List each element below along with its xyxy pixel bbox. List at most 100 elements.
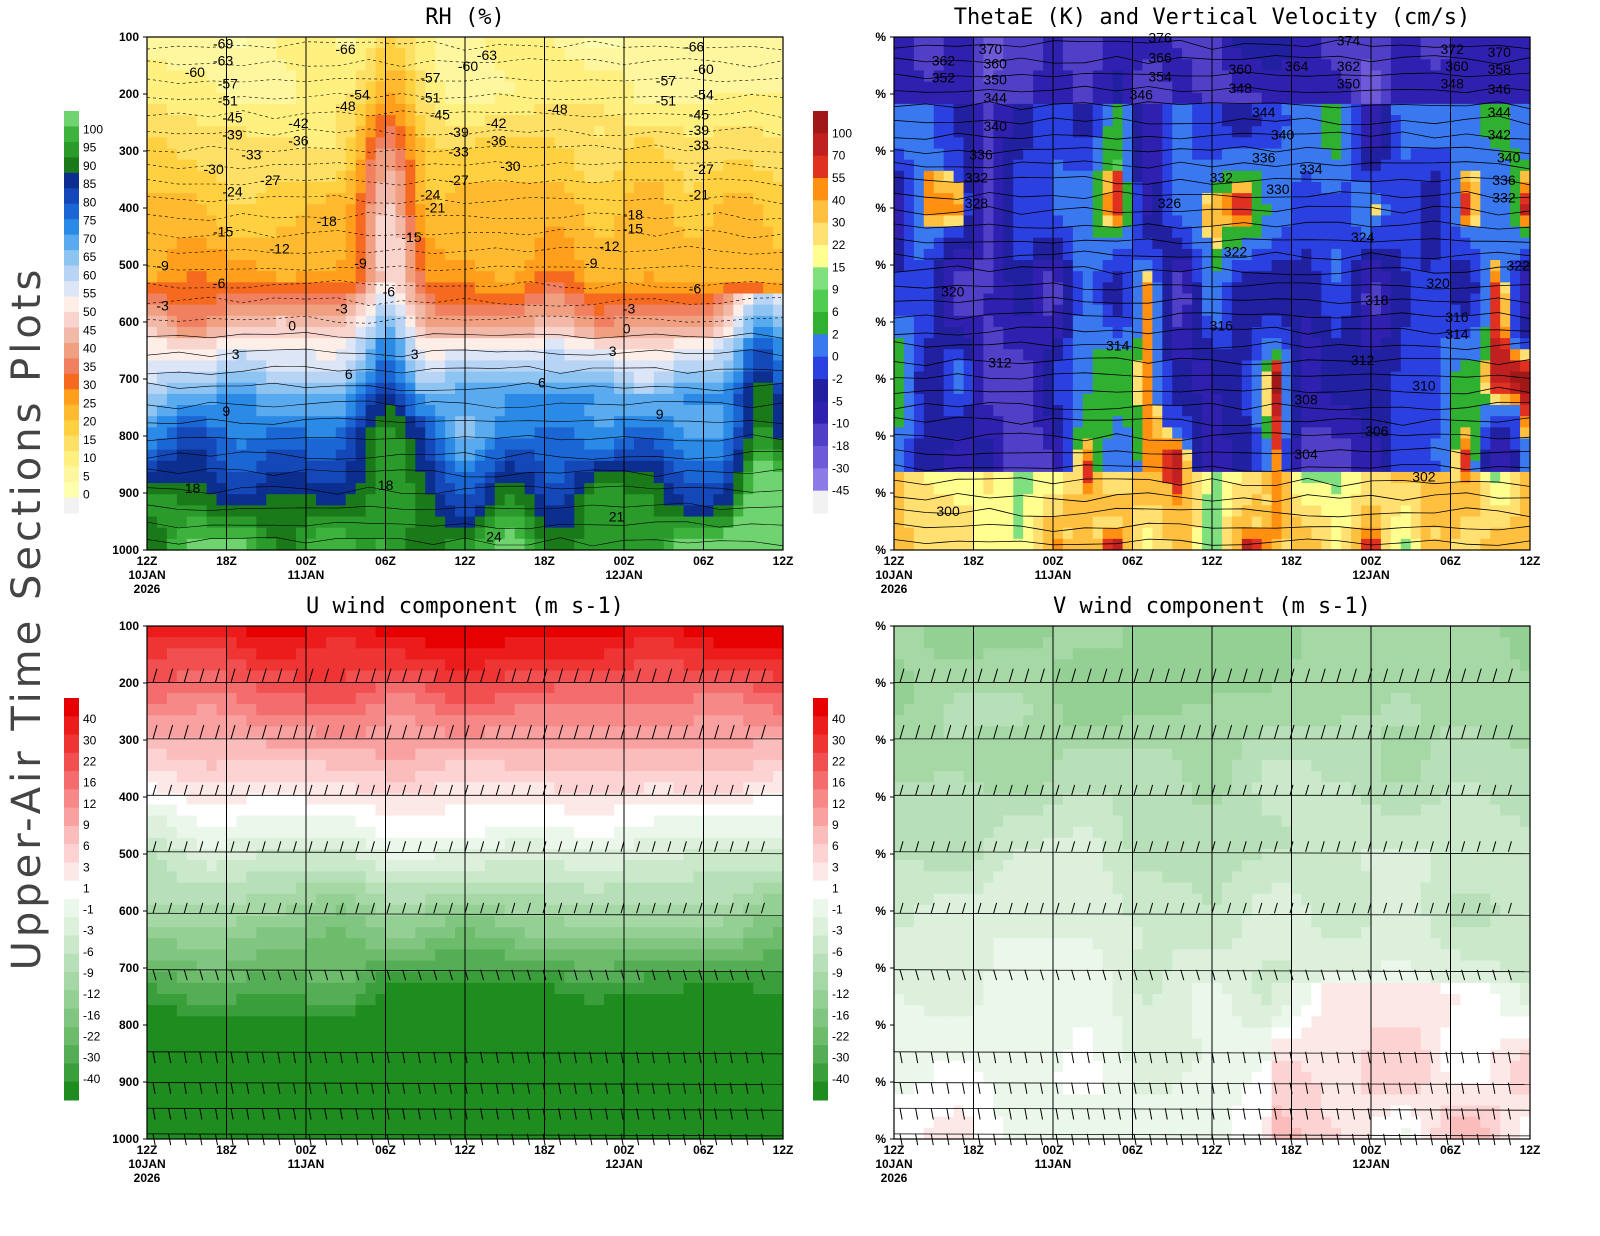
rh-cell [315, 193, 327, 205]
rh-cell [465, 393, 476, 406]
rh-cell [564, 416, 575, 428]
rh-cell [375, 460, 387, 473]
rh-cell [713, 538, 724, 551]
theta-cell [1082, 516, 1094, 529]
theta-cell [1271, 37, 1283, 49]
rh-cell [465, 170, 476, 183]
rh-cell [315, 382, 327, 395]
theta-cell [1023, 449, 1034, 462]
theta-cell [1092, 315, 1104, 328]
rh-cell [435, 126, 446, 138]
theta-cell [1261, 449, 1273, 462]
rh-cell [594, 349, 605, 362]
theta-cell [1112, 126, 1124, 138]
rh-cell [156, 304, 168, 317]
rh-cell [723, 427, 734, 440]
rh-cell [196, 315, 208, 328]
rh-cell [633, 360, 645, 373]
rh-cell [554, 170, 565, 183]
theta-cell [1261, 516, 1273, 529]
theta-cell [1112, 193, 1124, 205]
rh-colorbar-swatch [64, 265, 79, 282]
rh-cell [554, 159, 565, 172]
rh-cell [147, 271, 158, 283]
theta-cell [1112, 103, 1124, 116]
rh-cell [614, 181, 625, 194]
rh-contour-label: -66 [335, 41, 355, 57]
rh-cell [564, 494, 575, 506]
theta-cell [1231, 204, 1243, 217]
theta-cell [943, 137, 955, 150]
theta-cell [993, 226, 1004, 239]
rh-cell [276, 126, 287, 138]
rh-cell [445, 438, 456, 451]
rh-cell [166, 59, 178, 72]
rh-cell [594, 260, 605, 272]
rh-cell [355, 248, 367, 261]
theta-cell [894, 393, 905, 406]
theta-cell [1072, 416, 1084, 428]
rh-cell [514, 204, 526, 217]
rh-cell [256, 115, 267, 127]
rh-cell [534, 271, 546, 283]
rh-cell [534, 115, 546, 127]
rh-cell [445, 527, 456, 540]
rh-cell [703, 371, 715, 384]
rh-contour-label: 0 [288, 318, 296, 334]
theta-cell [1152, 516, 1163, 529]
rh-cell [375, 326, 387, 339]
theta-cell [1291, 37, 1303, 49]
rh-cell [554, 271, 565, 283]
rh-cell [673, 360, 685, 373]
rh-cell [614, 237, 625, 250]
theta-cell [1261, 326, 1273, 339]
theta-cell [1082, 237, 1094, 250]
rh-cell [713, 382, 724, 395]
rh-cell [335, 471, 347, 484]
theta-cell [923, 360, 935, 373]
rh-cell [445, 293, 456, 306]
rh-cell [355, 293, 367, 306]
rh-cell [266, 237, 277, 250]
theta-cell [913, 170, 925, 183]
rh-cell [594, 59, 605, 72]
theta-cell [1231, 103, 1243, 116]
rh-cell [435, 494, 446, 506]
rh-cell [624, 538, 635, 551]
theta-cell [1043, 181, 1054, 194]
rh-cell [504, 115, 516, 127]
theta-cell [1261, 59, 1273, 72]
rh-cell [574, 416, 585, 428]
rh-cell [236, 449, 247, 462]
theta-cell [894, 193, 905, 205]
rh-cell [236, 59, 247, 72]
theta-cell [1062, 48, 1074, 60]
rh-cell [504, 181, 516, 194]
theta-cell [1122, 360, 1134, 373]
rh-cell [653, 226, 665, 239]
rh-cell [216, 59, 228, 72]
rh-cell [663, 304, 675, 317]
rh-cell [236, 148, 247, 161]
rh-cell [405, 371, 416, 384]
theta-cell [1102, 148, 1114, 161]
rh-cell [465, 304, 476, 317]
rh-cell [554, 438, 565, 451]
theta-cell [993, 315, 1004, 328]
rh-cell [395, 505, 406, 518]
theta-cell [953, 360, 965, 373]
rh-cell [494, 516, 506, 529]
rh-cell [375, 405, 387, 417]
theta-cell [933, 159, 945, 172]
rh-cell [624, 393, 635, 406]
rh-cell [176, 226, 188, 239]
rh-cell [455, 438, 466, 451]
theta-cell [1202, 48, 1213, 60]
rh-cell [216, 81, 228, 94]
rh-cell [763, 360, 774, 373]
theta-cell [894, 326, 905, 339]
theta-cell [1202, 416, 1213, 428]
rh-cell [147, 248, 158, 261]
rh-cell [226, 37, 238, 49]
rh-cell [385, 181, 397, 194]
